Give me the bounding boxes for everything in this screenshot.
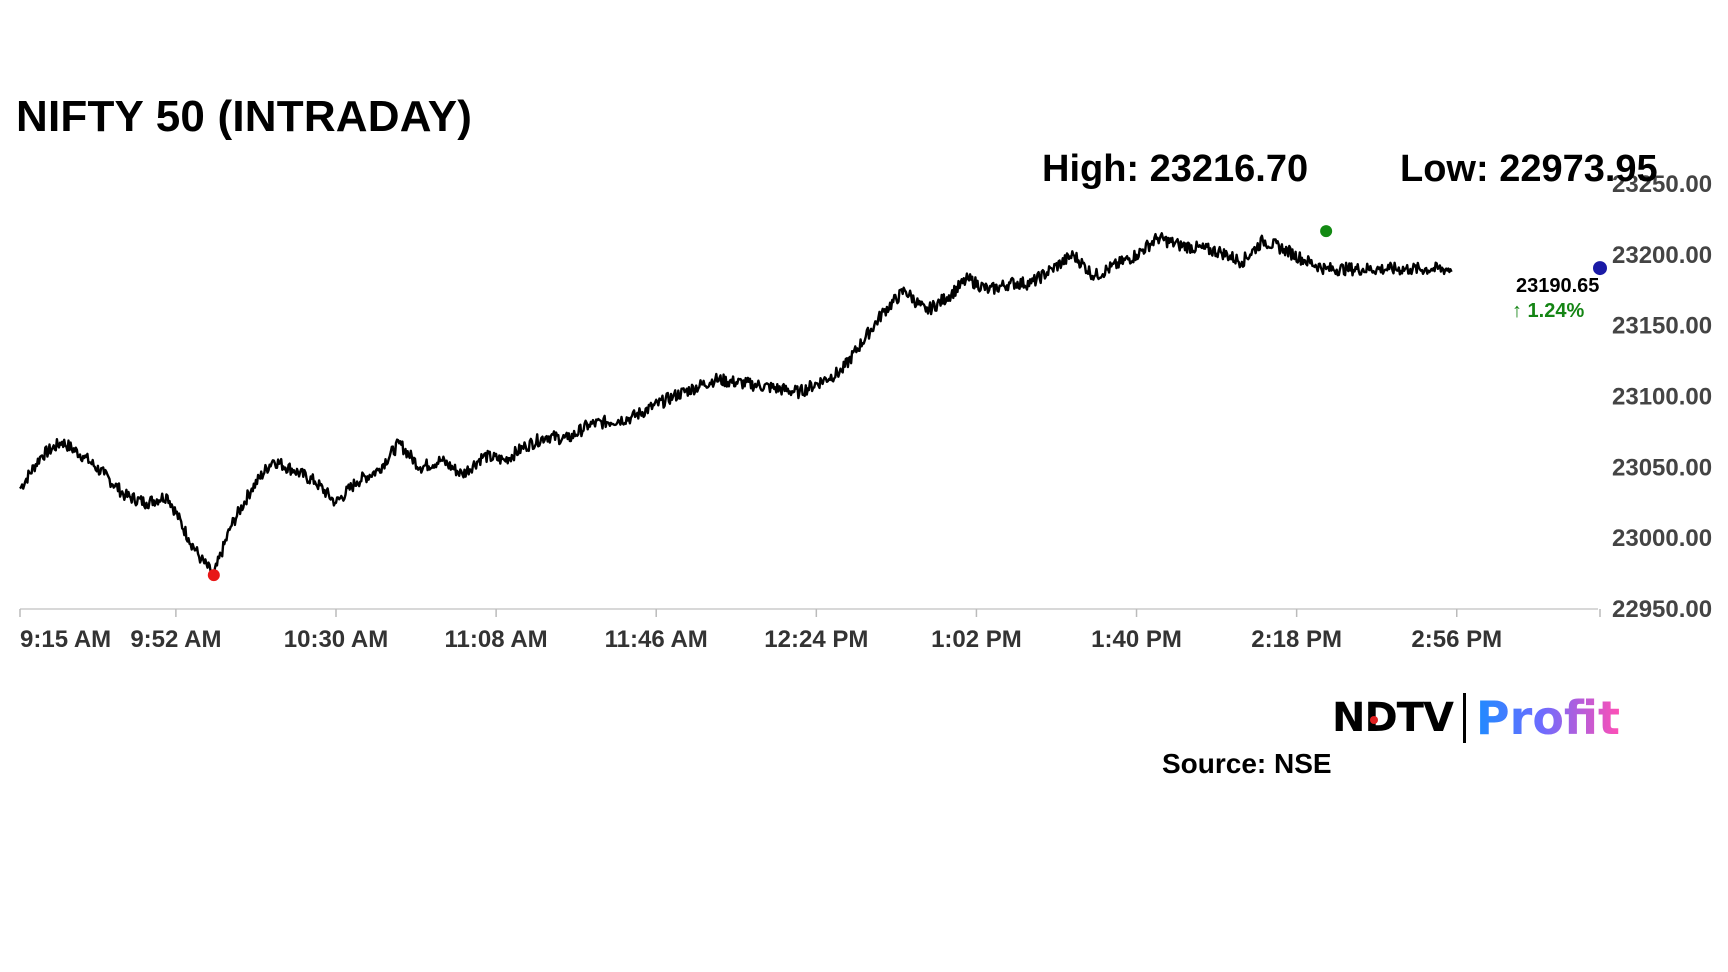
low-marker (207, 569, 220, 582)
price-line (19, 232, 1453, 577)
last-marker (1593, 261, 1607, 276)
logo-separator (1462, 693, 1466, 743)
x-tick-label: 12:24 PM (764, 626, 868, 653)
ndtv-profit-logo: NDTV Profit (1332, 690, 1620, 746)
source-note: Source: NSE (1162, 748, 1332, 779)
logo-profit-text: Profit (1475, 691, 1621, 745)
x-tick-label: 11:08 AM (445, 626, 548, 653)
logo-ndtv-text: NDTV (1332, 695, 1454, 741)
x-tick-label: 11:46 AM (605, 626, 708, 653)
y-axis-ticks: 22950.00 23000.00 23050.00 23100.00 23150.00… (1612, 171, 1712, 623)
high-label: High: 23216.70 (1042, 148, 1309, 190)
x-tick-label: 1:40 PM (1091, 626, 1182, 653)
x-axis-ticks: 9:15 AM 9:52 AM 10:30 AM 11:08 AM 11:46 AM 12… (19, 609, 1601, 653)
x-tick-label: 9:15 AM (20, 626, 111, 653)
x-tick-label: 9:52 AM (130, 626, 221, 653)
x-tick-label: 2:18 PM (1251, 626, 1342, 653)
x-tick-label: 10:30 AM (284, 626, 388, 653)
x-tick-label: 2:56 PM (1411, 626, 1502, 653)
y-tick-label: 23200.00 (1612, 242, 1712, 269)
low-label: Low: 22973.95 (1400, 148, 1658, 190)
y-tick-label: 23100.00 (1612, 384, 1712, 411)
last-value-label: 23190.65 (1516, 275, 1599, 297)
high-marker (1320, 225, 1333, 238)
y-tick-label: 23250.00 (1612, 171, 1712, 198)
y-tick-label: 23150.00 (1612, 313, 1712, 340)
x-tick-label: 1:02 PM (931, 626, 1022, 653)
y-tick-label: 22950.00 (1612, 596, 1712, 623)
change-percent-label: ↑ 1.24% (1512, 300, 1584, 322)
y-tick-label: 23000.00 (1612, 525, 1712, 552)
chart-title: NIFTY 50 (INTRADAY) (16, 92, 473, 141)
logo-red-dot-icon (1370, 716, 1378, 724)
y-tick-label: 23050.00 (1612, 454, 1712, 481)
